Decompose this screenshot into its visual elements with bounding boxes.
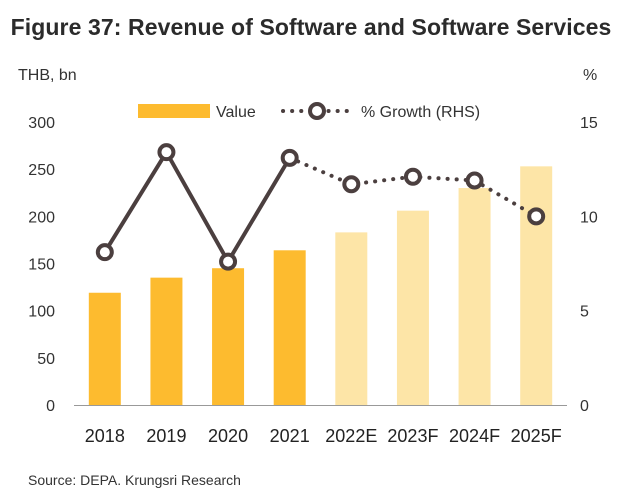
x-tick-label: 2024F [449,426,500,446]
left-tick-label: 300 [28,115,55,132]
x-tick-label: 2025F [511,426,562,446]
chart-title: Figure 37: Revenue of Software and Softw… [10,14,612,40]
growth-point [280,148,299,167]
left-tick-label: 250 [28,162,55,179]
value-bar [212,268,245,405]
x-tick-label: 2021 [270,426,310,446]
value-bar [335,232,368,405]
growth-point [157,143,176,162]
right-tick-label: 15 [580,115,598,132]
left-tick-label: 0 [46,398,55,415]
source-note: Source: DEPA. Krungsri Research [28,472,241,488]
value-bar [150,277,183,405]
growth-line-actual [103,150,292,264]
value-bar [458,188,491,405]
growth-point [465,171,484,190]
right-tick-label: 10 [580,209,598,226]
right-y-axis: 0 5 10 15 [580,115,598,415]
x-tick-label: 2023F [387,426,438,446]
legend-growth-label: % Growth (RHS) [361,104,480,121]
value-bars [88,166,553,405]
growth-point [95,243,114,262]
growth-line-forecast [287,155,539,219]
right-axis-unit: % [583,67,598,84]
growth-line [95,143,546,271]
left-tick-label: 200 [28,209,55,226]
legend: Value % Growth (RHS) [138,102,480,121]
x-axis: 2018 2019 2020 2021 2022E 2023F 2024F 2025F [74,405,567,446]
value-bar [520,166,553,405]
left-tick-label: 100 [28,304,55,321]
x-tick-label: 2018 [85,426,125,446]
left-axis-unit: THB, bn [18,67,77,84]
right-tick-label: 5 [580,304,589,321]
x-tick-label: 2020 [208,426,248,446]
left-tick-label: 50 [37,351,55,368]
legend-growth-marker [308,102,326,120]
value-bar [273,250,306,405]
growth-point [403,167,422,186]
right-tick-label: 0 [580,398,589,415]
value-bar [396,210,429,405]
growth-point [219,252,238,271]
legend-value-swatch [138,104,210,118]
x-tick-label: 2019 [146,426,186,446]
value-bar [88,292,121,405]
left-y-axis: 0 50 100 150 200 250 300 [28,115,55,415]
growth-point [342,175,361,194]
growth-point [527,207,546,226]
legend-value-label: Value [216,104,256,121]
left-tick-label: 150 [28,257,55,274]
x-tick-label: 2022E [325,426,377,446]
